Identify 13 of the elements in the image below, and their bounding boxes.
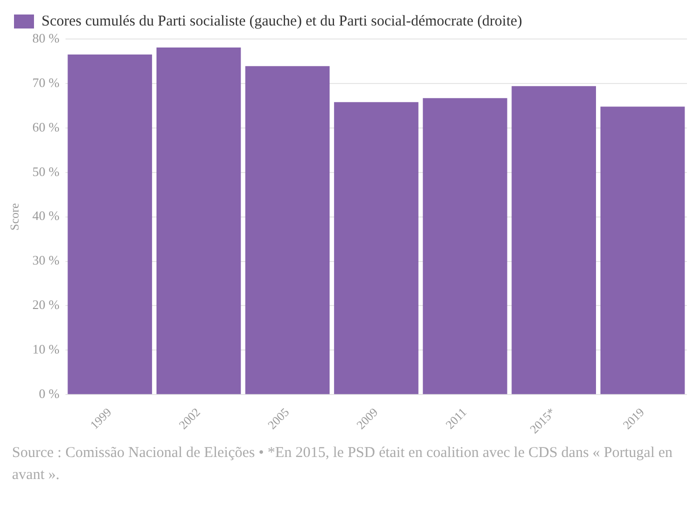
y-tick-label: 10 %	[32, 342, 60, 357]
y-tick-label: 70 %	[32, 74, 60, 90]
y-tick-label: 0 %	[38, 386, 60, 402]
y-axis-title: Score	[7, 203, 22, 230]
y-tick-label: 20 %	[32, 297, 60, 312]
x-tick-label: 2011	[442, 405, 470, 432]
y-tick-label: 80 %	[32, 30, 60, 46]
y-tick-label: 50 %	[32, 164, 60, 179]
legend-label: Scores cumulés du Parti socialiste (gauche) et du Parti social-démocrate (droite)	[42, 13, 522, 30]
y-tick-label: 60 %	[32, 119, 60, 134]
y-tick-label: 40 %	[32, 208, 60, 224]
source-note: Source : Comissão Nacional de Eleições • *En 2015, le PSD était en coalition avec le CDS dans « Portugal en avant ».	[12, 444, 674, 485]
y-tick-label: 30 %	[32, 252, 60, 268]
